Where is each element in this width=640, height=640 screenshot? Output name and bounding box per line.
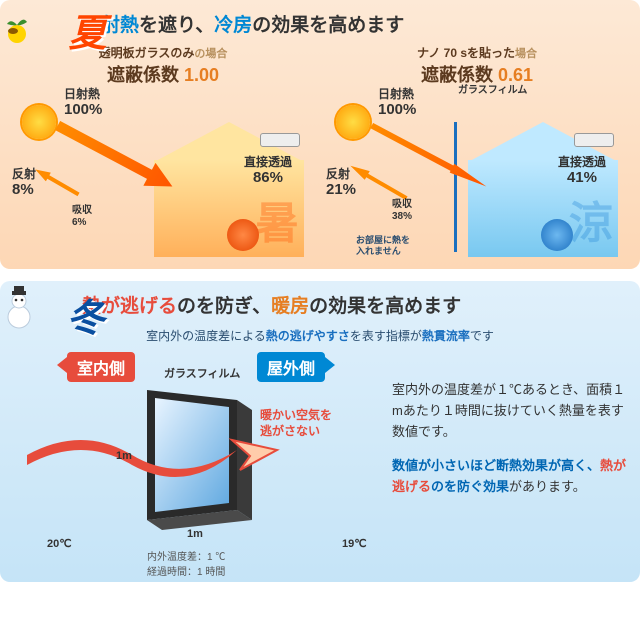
sun-icon	[336, 105, 370, 139]
ac-icon	[260, 133, 300, 147]
winter-diagram: 室内側 屋外側 ガラスフィルム 暖かい空気を逃がさない 1m 1m 20℃ 1	[12, 350, 382, 570]
summer-headline: 日射熱を遮り、冷房の効果を高めます	[82, 8, 628, 44]
reflect-arrow	[33, 165, 81, 199]
winter-headline: 熱が逃げるのを防ぎ、暖房の効果を高めます	[82, 289, 628, 325]
winter-subnote: 室内外の温度差による熱の逃げやすさを表す指標が熱貫流率です	[12, 327, 628, 344]
sun-icon	[22, 105, 56, 139]
outside-tag: 屋外側	[257, 352, 325, 382]
cool-mascot	[541, 219, 573, 251]
ac-icon	[574, 133, 614, 147]
reflect-arrow	[348, 161, 409, 202]
summer-comparison: 透明板ガラスのみの場合 遮蔽係数 1.00 日射熱100% 反射8% 吸収6% …	[12, 44, 628, 257]
glass-only-col: 透明板ガラスのみの場合 遮蔽係数 1.00 日射熱100% 反射8% 吸収6% …	[12, 44, 314, 257]
film-line	[454, 122, 457, 252]
heat-escape-arrow	[22, 420, 292, 500]
winter-info-text: 室内外の温度差が１℃あるとき、面積１mあたり１時間に抜けていく熱量を表す数値です…	[392, 350, 628, 498]
summer-panel: 夏 日射熱を遮り、冷房の効果を高めます 透明板ガラスのみの場合 遮蔽係数 1.0…	[0, 0, 640, 269]
diagram-no-film: 日射熱100% 反射8% 吸収6% 直接透過86% 暑	[12, 87, 314, 257]
winter-panel: 冬 熱が逃げるのを防ぎ、暖房の効果を高めます 室内外の温度差による熱の逃げやすさ…	[0, 281, 640, 582]
diagram-with-film: ガラスフィルム 日射熱100% 反射21% 吸収38% 直接透過41% お部屋に…	[326, 87, 628, 257]
nano70s-col: ナノ 70 sを貼った場合 遮蔽係数 0.61 ガラスフィルム 日射熱100% …	[326, 44, 628, 257]
summer-badge: 夏	[5, 0, 103, 57]
winter-badge: 冬	[5, 279, 101, 342]
hot-mascot	[227, 219, 259, 251]
inside-tag: 室内側	[67, 352, 135, 382]
